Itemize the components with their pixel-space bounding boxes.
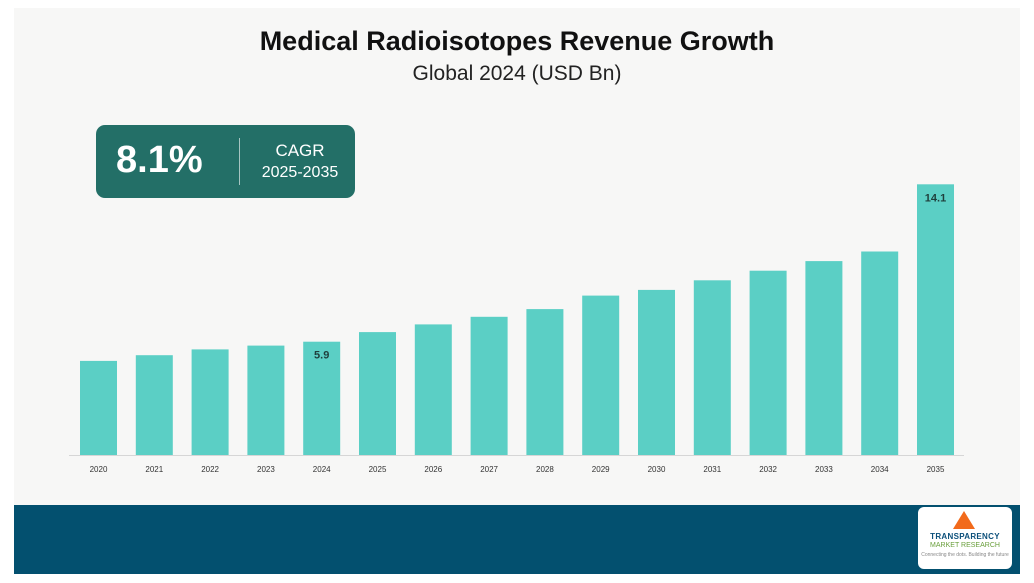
cagr-divider xyxy=(239,138,240,185)
footer-band xyxy=(14,505,1020,574)
bar-chart: 2020 2021 2022 2023 2024 5.9 2025 2026 2027 2028 2… xyxy=(69,184,964,474)
bar-2028 xyxy=(526,309,564,455)
bar-2027 xyxy=(470,316,508,455)
bar-2023 xyxy=(247,345,285,455)
x-tick-label-2029: 2029 xyxy=(592,465,610,474)
company-logo: TRANSPARENCY MARKET RESEARCH Connecting … xyxy=(918,507,1012,569)
data-label-2035: 14.1 xyxy=(925,192,946,204)
bar-2034 xyxy=(861,251,899,455)
x-tick-label-2028: 2028 xyxy=(536,465,554,474)
x-tick-label-2032: 2032 xyxy=(759,465,777,474)
logo-text-transparency: TRANSPARENCY xyxy=(930,532,1000,541)
cagr-label: CAGR xyxy=(275,141,325,160)
x-tick-label-2030: 2030 xyxy=(648,465,666,474)
chart-subtitle: Global 2024 (USD Bn) xyxy=(412,62,622,85)
logo-arrow-icon xyxy=(953,511,975,529)
x-tick-label-2024: 2024 xyxy=(313,465,331,474)
logo-tagline: Connecting the dots. Building the future xyxy=(921,552,1009,558)
bar-2026 xyxy=(414,324,452,455)
x-tick-label-2027: 2027 xyxy=(480,465,498,474)
cagr-period: 2025-2035 xyxy=(261,164,339,181)
x-tick-label-2033: 2033 xyxy=(815,465,833,474)
x-tick-label-2026: 2026 xyxy=(424,465,442,474)
x-tick-label-2020: 2020 xyxy=(90,465,108,474)
bar-2033 xyxy=(805,261,843,455)
bar-2035 xyxy=(917,184,954,456)
x-tick-label-2022: 2022 xyxy=(201,465,219,474)
bar-2031 xyxy=(693,280,731,455)
bar-2020 xyxy=(80,360,117,455)
chart-canvas: Medical Radioisotopes Revenue Growth Glo… xyxy=(14,8,1020,574)
cagr-value: 8.1% xyxy=(116,139,203,181)
x-tick-label-2034: 2034 xyxy=(871,465,889,474)
logo-text-market-research: MARKET RESEARCH xyxy=(930,542,1000,549)
chart-title: Medical Radioisotopes Revenue Growth xyxy=(259,26,775,56)
bar-2022 xyxy=(191,349,229,455)
cagr-callout: 8.1% CAGR 2025-2035 xyxy=(96,125,355,198)
x-tick-label-2025: 2025 xyxy=(369,465,387,474)
x-tick-label-2023: 2023 xyxy=(257,465,275,474)
bar-2024 xyxy=(303,341,341,455)
bar-2029 xyxy=(582,295,620,455)
bar-2025 xyxy=(359,332,396,455)
bar-2032 xyxy=(749,270,787,455)
data-label-2024: 5.9 xyxy=(314,350,329,362)
bar-2021 xyxy=(135,355,173,455)
x-tick-label-2031: 2031 xyxy=(703,465,721,474)
x-tick-label-2021: 2021 xyxy=(145,465,163,474)
x-tick-label-2035: 2035 xyxy=(927,465,945,474)
bar-2030 xyxy=(638,289,675,455)
